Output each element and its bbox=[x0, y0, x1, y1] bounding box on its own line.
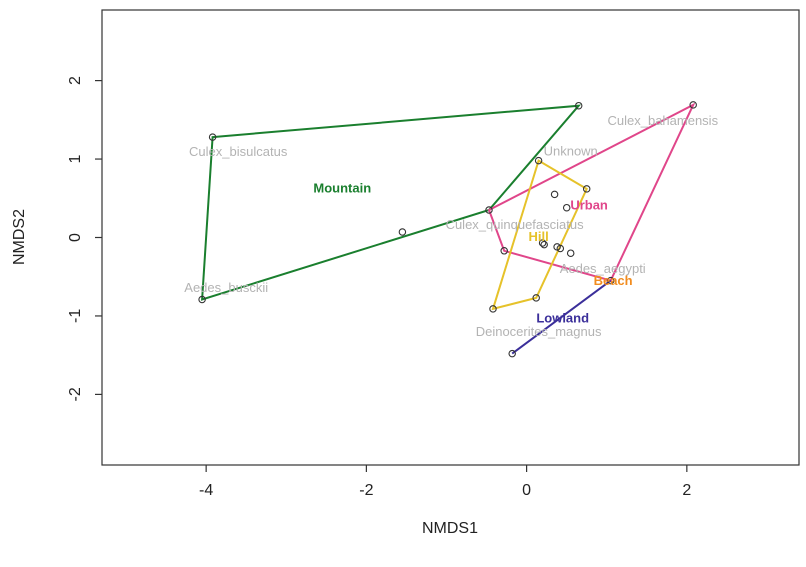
data-point-6 bbox=[485, 206, 493, 214]
species-labels: Culex_bisulcatus Unknown Culex_bahamensis C… bbox=[184, 113, 718, 339]
x-axis: -4 -2 0 2 bbox=[199, 465, 691, 499]
data-point-18 bbox=[532, 294, 540, 302]
x-axis-title: NMDS1 bbox=[422, 520, 478, 537]
species-label-6: Aedes_busckii bbox=[184, 280, 268, 295]
data-point-13 bbox=[540, 240, 548, 249]
points-layer bbox=[198, 101, 697, 358]
data-point-8 bbox=[582, 185, 591, 193]
group-label-mountain: Mountain bbox=[313, 180, 371, 195]
data-point-12 bbox=[538, 239, 547, 247]
data-point-5 bbox=[398, 228, 407, 236]
species-label-5: Aedes_aegypti bbox=[560, 261, 646, 276]
hull-urban bbox=[487, 102, 696, 282]
species-label-7: Deinocerites_magnus bbox=[476, 324, 602, 339]
data-point-16 bbox=[566, 249, 575, 257]
data-point-9 bbox=[550, 190, 559, 199]
x-tick-label-1: -4 bbox=[199, 482, 213, 499]
data-point-11 bbox=[500, 247, 508, 255]
data-point-19 bbox=[489, 305, 497, 313]
data-point-1 bbox=[208, 133, 217, 141]
group-label-beach: Beach bbox=[594, 273, 633, 288]
hull-mountain bbox=[201, 104, 582, 301]
y-tick-label-3: 0 bbox=[67, 233, 84, 242]
group-label-urban: Urban bbox=[570, 198, 608, 213]
data-point-17 bbox=[606, 276, 615, 285]
species-label-1: Culex_bisulcatus bbox=[189, 144, 288, 159]
x-tick-label-4: 2 bbox=[682, 482, 691, 499]
x-tick-label-3: 0 bbox=[522, 482, 531, 499]
y-axis-title: NMDS2 bbox=[11, 209, 28, 265]
data-point-2 bbox=[574, 101, 583, 110]
x-tick-label-2: -2 bbox=[359, 482, 373, 499]
species-label-2: Unknown bbox=[544, 143, 598, 158]
group-label-lowland: Lowland bbox=[536, 311, 589, 326]
species-label-4: Culex_quinquefasciatus bbox=[446, 217, 585, 232]
data-point-7 bbox=[534, 156, 543, 165]
data-point-20 bbox=[508, 349, 516, 358]
y-tick-label-1: -2 bbox=[67, 387, 84, 401]
group-labels: Mountain Urban Hill Beach Lowland bbox=[313, 180, 632, 325]
data-point-10 bbox=[562, 203, 571, 212]
group-label-hill: Hill bbox=[528, 229, 548, 244]
hull-lowland bbox=[511, 279, 612, 355]
data-point-3 bbox=[689, 101, 697, 109]
y-tick-label-5: 2 bbox=[67, 76, 84, 85]
species-label-3: Culex_bahamensis bbox=[608, 113, 719, 128]
data-point-4 bbox=[198, 295, 206, 304]
y-axis: -2 -1 0 1 2 bbox=[67, 76, 102, 402]
hulls-layer bbox=[201, 102, 696, 355]
data-point-15 bbox=[556, 244, 565, 253]
y-tick-label-4: 1 bbox=[67, 155, 84, 164]
y-tick-label-2: -1 bbox=[67, 309, 84, 323]
hull-hill bbox=[491, 159, 588, 311]
